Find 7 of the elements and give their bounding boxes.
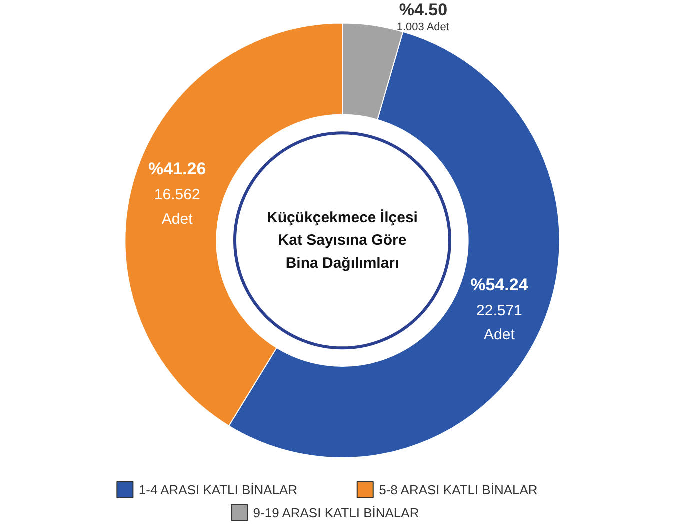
legend-label: 9-19 ARASI KATLI BİNALAR — [253, 505, 420, 520]
data-label: %54.24 22.571 Adet — [470, 275, 529, 344]
data-label: %41.26 16.562 Adet — [148, 159, 206, 228]
legend-label: 5-8 ARASI KATLI BİNALAR — [379, 482, 538, 498]
text: Küçükçekmece İlçesi Kat Sayısına Göre Bina Dağılımları — [267, 209, 418, 272]
data-label: %4.50 1.003 Adet — [396, 0, 450, 34]
legend-label: 1-4 ARASI KATLI BİNALAR — [138, 482, 298, 498]
